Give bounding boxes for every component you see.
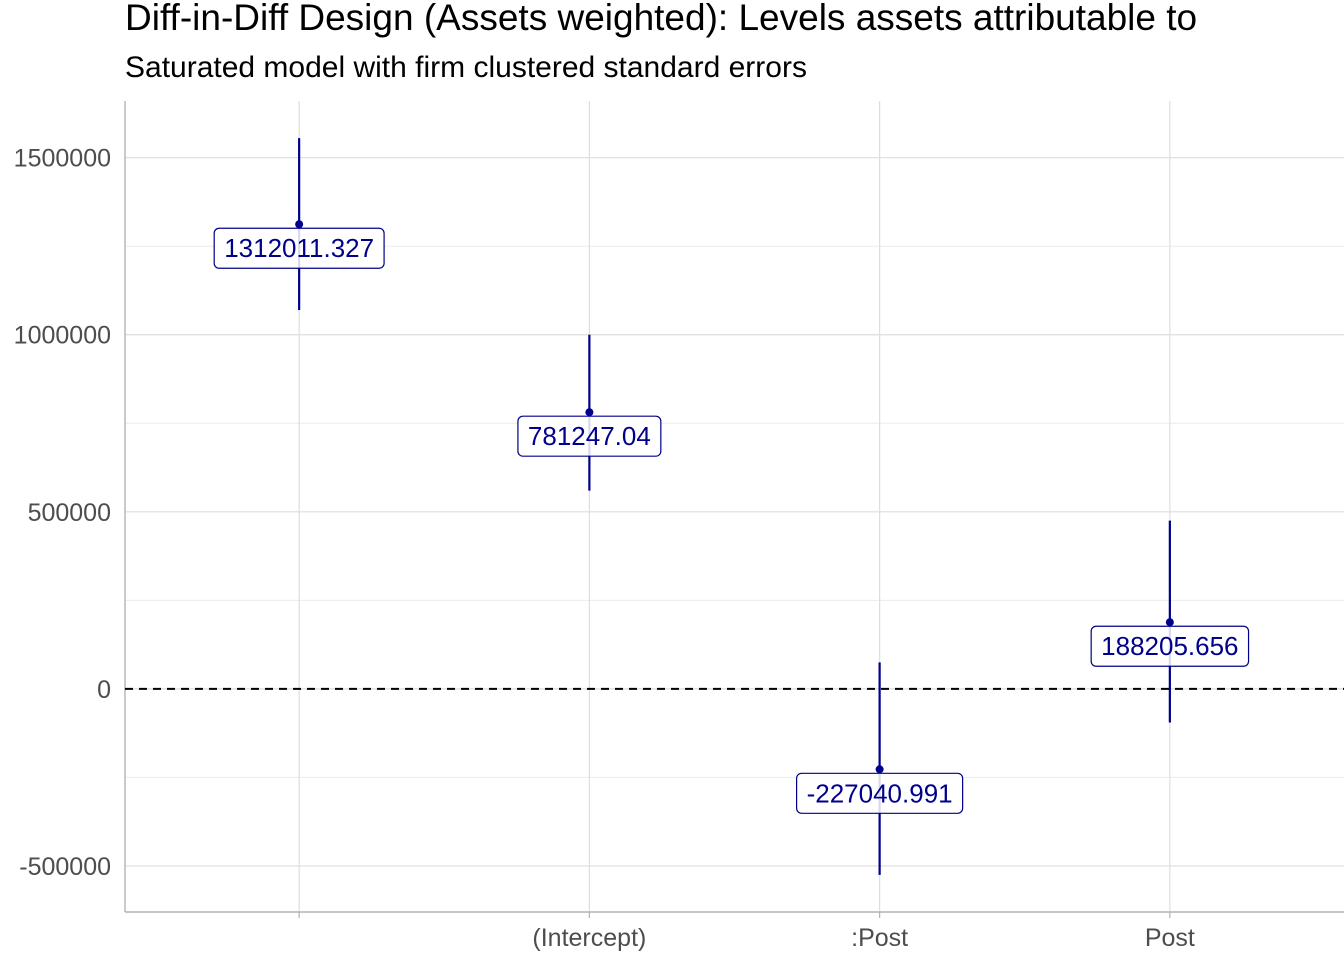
data-label-box <box>213 227 385 269</box>
y-tick-labels: -500000 0 500000 1000000 1500000 <box>14 145 111 881</box>
x-tick-label: :Post <box>851 924 908 952</box>
data-label-box <box>796 772 964 814</box>
axis-layer <box>124 101 1344 918</box>
estimate-point <box>585 408 594 417</box>
x-tick-label: (Intercept) <box>532 924 646 952</box>
x-tick-label: Post <box>1145 924 1195 952</box>
data-label: 781247.04 <box>517 415 662 457</box>
y-tick-label: 1500000 <box>14 145 111 173</box>
chart-subtitle: Saturated model with firm clustered stan… <box>125 51 807 84</box>
data-label-text: -227040.991 <box>807 778 953 808</box>
y-tick-label: 500000 <box>28 499 111 527</box>
estimate-point <box>875 765 884 774</box>
data-label-box <box>517 415 662 457</box>
data-label-text: 1312011.327 <box>224 233 374 263</box>
data-label-text: 781247.04 <box>528 421 651 451</box>
y-tick-label: 1000000 <box>14 322 111 350</box>
data-label-box <box>1090 625 1250 667</box>
data-label: 1312011.327 <box>213 227 385 269</box>
grid-layer <box>125 101 1344 912</box>
y-tick-label: -500000 <box>19 853 111 881</box>
x-tick-labels: (Intercept) :Post Post <box>532 924 1195 952</box>
estimate-point <box>1165 618 1174 627</box>
chart-title: Diff-in-Diff Design (Assets weighted): L… <box>125 0 1198 38</box>
data-label-text: 188205.656 <box>1101 631 1238 661</box>
data-label: 188205.656 <box>1090 625 1250 667</box>
y-tick-label: 0 <box>97 676 111 704</box>
estimate-point <box>295 220 304 229</box>
data-label: -227040.991 <box>796 772 964 814</box>
data-marks: 1312011.327 781247.04 -227040.991 188205.65… <box>125 138 1344 875</box>
